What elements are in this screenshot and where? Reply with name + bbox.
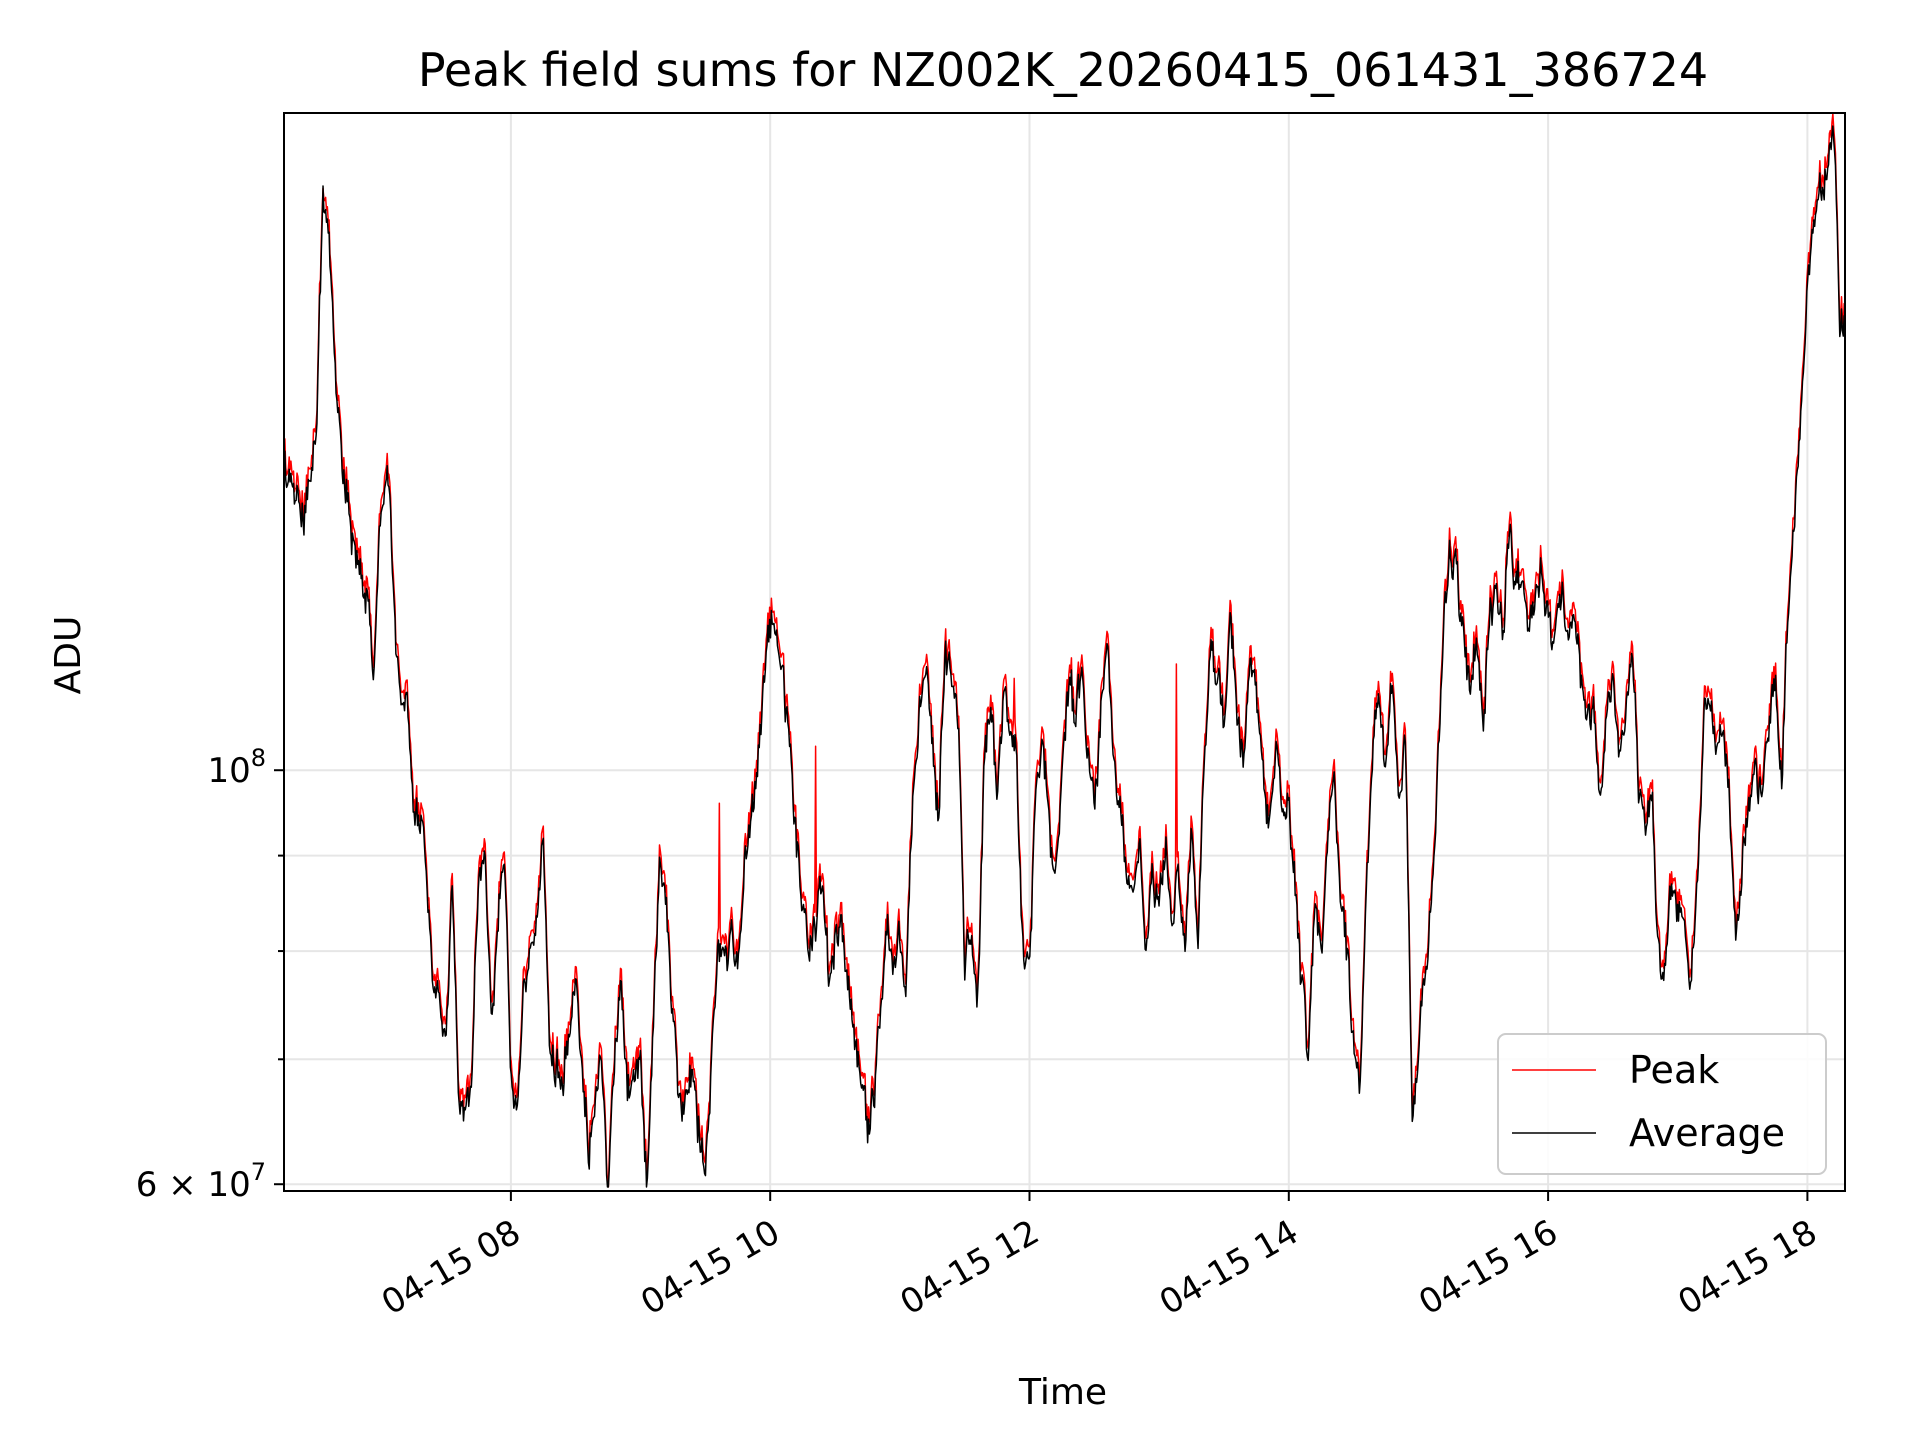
legend-box <box>1497 1033 1827 1175</box>
legend-label-peak: Peak <box>1629 1048 1719 1092</box>
plot-frame <box>283 112 1846 1192</box>
chart-title: Peak field sums for NZ002K_20260415_0614… <box>418 43 1708 97</box>
y-tick-label: 6 × 107 <box>136 1158 266 1205</box>
legend: Peak Average <box>1497 1033 1827 1175</box>
series-group <box>284 113 1845 1188</box>
x-axis-label: Time <box>1018 1372 1107 1413</box>
legend-label-average: Average <box>1629 1111 1785 1155</box>
y-axis-label: ADU <box>48 616 89 695</box>
series-line-average <box>284 125 1845 1188</box>
